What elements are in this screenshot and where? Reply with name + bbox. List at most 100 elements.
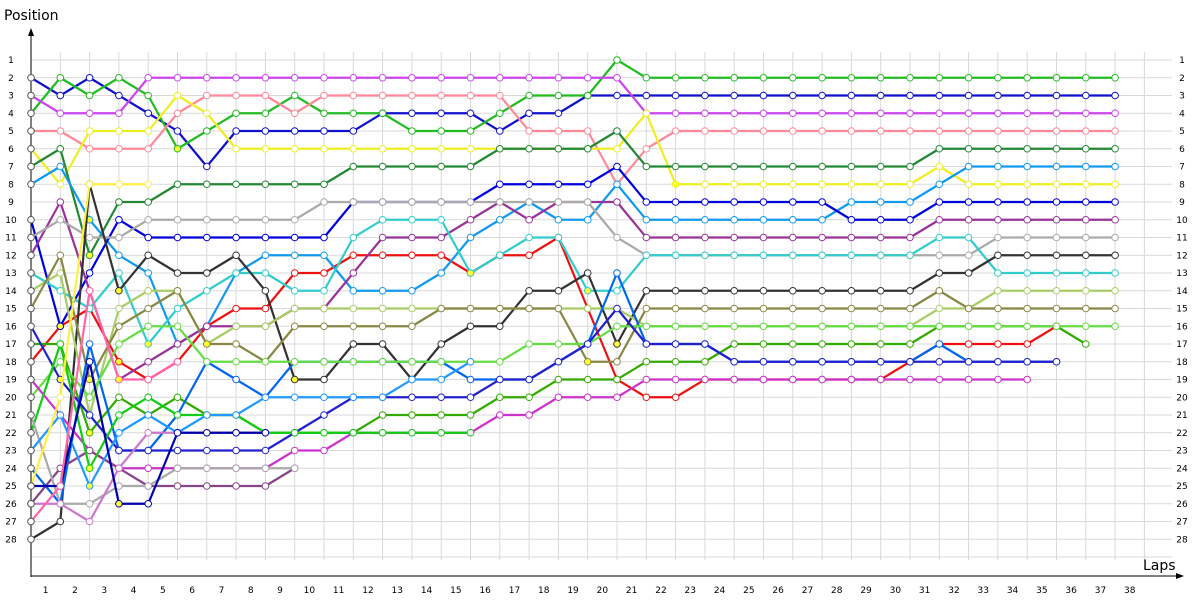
series-line <box>30 325 1116 399</box>
data-point <box>115 499 123 508</box>
data-point <box>583 304 592 313</box>
data-point <box>115 91 123 100</box>
data-point <box>85 91 94 100</box>
data-point <box>144 144 152 153</box>
y-tick-label-left: 27 <box>5 518 16 528</box>
data-point <box>525 73 533 82</box>
data-point <box>994 144 1002 153</box>
data-point <box>437 109 446 118</box>
data-point <box>759 340 768 348</box>
data-point <box>701 304 709 313</box>
data-point <box>935 286 944 295</box>
data-point <box>320 269 328 277</box>
data-point <box>701 375 709 384</box>
data-point <box>144 73 152 82</box>
data-point <box>671 162 680 171</box>
x-tick-label: 18 <box>538 586 550 596</box>
data-point <box>232 411 240 419</box>
data-point <box>173 482 182 490</box>
data-point <box>671 233 680 242</box>
data-point <box>27 464 35 473</box>
data-point <box>27 286 35 295</box>
data-point <box>994 269 1002 277</box>
y-tick-label-left: 19 <box>5 376 17 386</box>
data-point <box>261 251 270 260</box>
data-point <box>789 357 797 366</box>
data-point <box>613 269 621 277</box>
y-tick-label-left: 18 <box>5 358 17 368</box>
data-point <box>906 127 914 135</box>
data-point <box>261 180 270 189</box>
chart-series <box>27 56 1119 544</box>
data-point <box>525 304 533 313</box>
data-point <box>847 162 856 171</box>
data-point <box>847 357 856 366</box>
data-point <box>27 269 35 277</box>
data-point <box>554 144 563 153</box>
data-point <box>320 233 328 242</box>
data-point <box>378 411 387 419</box>
data-point <box>1023 73 1031 82</box>
data-point <box>583 375 592 384</box>
data-point <box>232 180 240 189</box>
data-point <box>964 357 973 366</box>
data-point <box>701 73 709 82</box>
data-point <box>144 269 152 277</box>
data-point <box>115 251 123 260</box>
data-point <box>290 375 299 384</box>
data-point <box>759 322 768 331</box>
y-tick-label-right: 12 <box>1176 251 1187 261</box>
data-point <box>583 91 592 100</box>
data-point <box>27 127 35 135</box>
data-point <box>1052 109 1061 118</box>
data-point <box>261 215 270 224</box>
data-point <box>115 127 123 135</box>
data-point <box>613 56 621 64</box>
data-point <box>203 428 211 437</box>
data-point <box>642 109 651 118</box>
data-point <box>378 198 387 206</box>
data-point <box>203 269 211 277</box>
data-point <box>671 91 680 100</box>
series-15 <box>27 251 1119 384</box>
data-point <box>554 73 563 82</box>
y-tick-label-left: 21 <box>5 411 16 421</box>
data-point <box>56 144 65 153</box>
data-point <box>203 109 211 118</box>
x-tick-label: 28 <box>831 586 843 596</box>
data-point <box>1111 322 1119 331</box>
data-point <box>818 109 826 118</box>
data-point <box>818 73 826 82</box>
data-point <box>437 144 446 153</box>
y-tick-label-left: 6 <box>8 145 14 155</box>
data-point <box>144 322 152 331</box>
series-line <box>29 165 1116 328</box>
data-point <box>1082 144 1090 153</box>
x-tick-label: 30 <box>890 586 902 596</box>
data-point <box>964 180 973 189</box>
data-point <box>525 215 533 224</box>
data-point <box>613 286 621 295</box>
y-tick-label-right: 25 <box>1176 482 1187 492</box>
data-point <box>56 269 65 277</box>
data-point <box>437 375 446 384</box>
data-point <box>437 304 446 313</box>
data-point <box>759 304 768 313</box>
series-line <box>30 200 1116 257</box>
data-point <box>85 109 94 118</box>
y-tick-label-right: 27 <box>1176 518 1187 528</box>
data-point <box>730 340 739 348</box>
data-point <box>554 198 563 206</box>
data-point <box>789 233 797 242</box>
data-point <box>290 393 299 402</box>
data-point <box>876 162 885 171</box>
data-point <box>671 357 680 366</box>
data-point <box>466 109 475 118</box>
x-axis-arrow-icon <box>1176 573 1184 579</box>
data-point <box>642 198 651 206</box>
data-point <box>906 233 914 242</box>
data-point <box>554 233 563 242</box>
data-point <box>642 286 651 295</box>
data-point <box>1082 304 1090 313</box>
data-point <box>642 73 651 82</box>
